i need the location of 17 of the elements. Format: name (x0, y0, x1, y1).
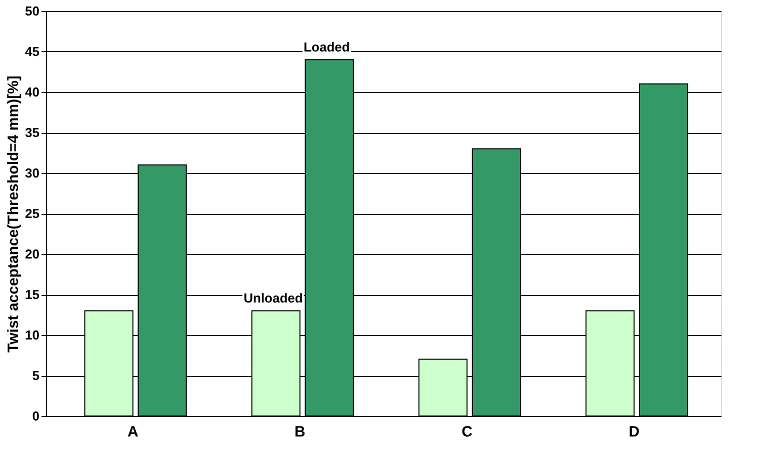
y-tick-label: 40 (25, 84, 40, 100)
series-label: Loaded (304, 40, 350, 55)
y-tick-label: 20 (25, 246, 40, 262)
y-tick-label: 0 (32, 408, 40, 424)
x-tick-label: A (127, 424, 138, 440)
y-tick-label: 15 (25, 287, 40, 302)
x-tick-label: B (294, 424, 306, 440)
y-tick-label: 10 (25, 328, 40, 342)
y-tick-label: 5 (32, 368, 40, 383)
x-tick-label: D (628, 424, 640, 440)
y-tick-label: 50 (25, 4, 40, 18)
y-tick-label: 30 (25, 166, 40, 180)
y-tick-label: 25 (25, 206, 40, 221)
y-axis-title: Twist acceptance(Threshold=4 mm)[%] (5, 76, 22, 352)
x-tick-label: C (462, 424, 473, 440)
y-tick-label: 45 (25, 44, 40, 59)
y-tick-label: 35 (25, 125, 40, 140)
